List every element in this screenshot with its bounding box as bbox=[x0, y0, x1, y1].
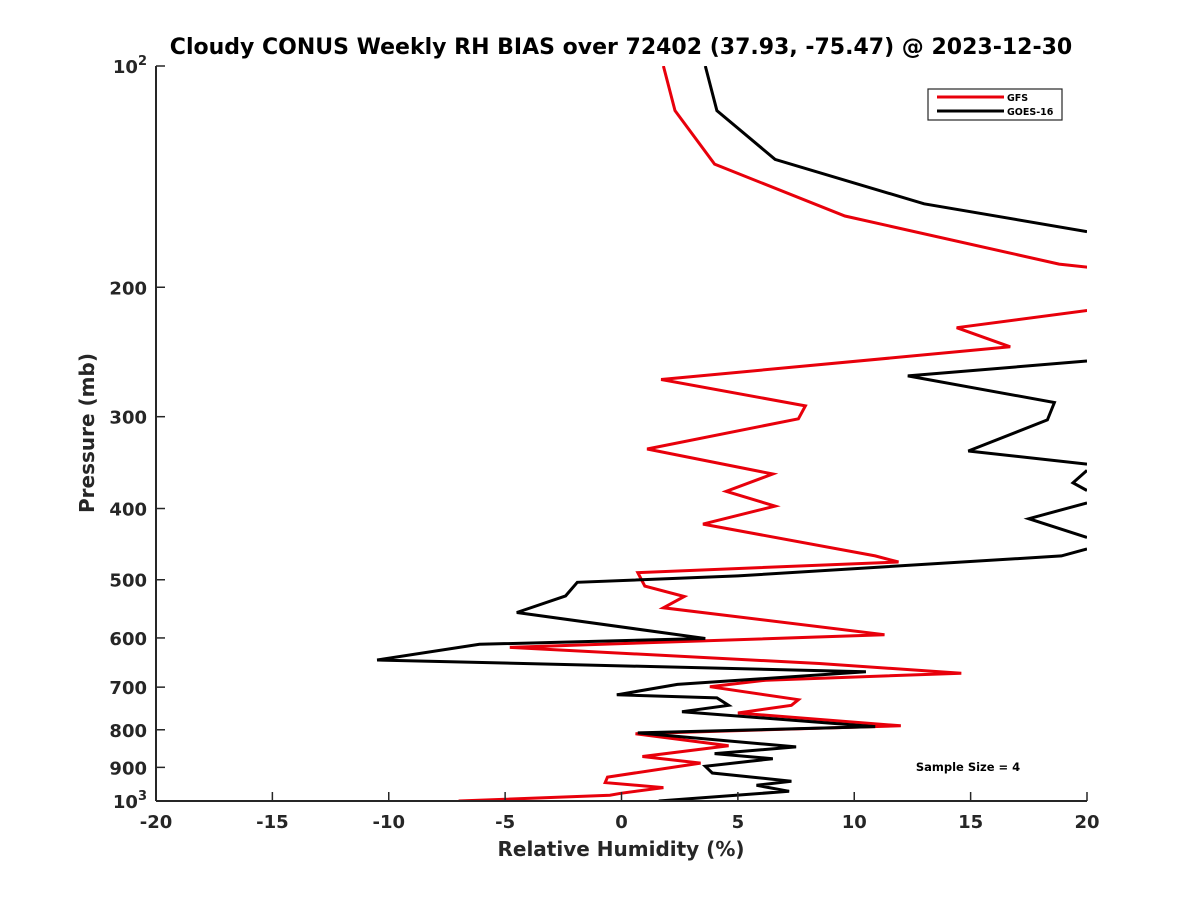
y-tick-label: 700 bbox=[109, 678, 147, 699]
x-tick-label: 5 bbox=[732, 812, 745, 833]
x-tick-label: 20 bbox=[1074, 812, 1099, 833]
series-line-gfs bbox=[458, 66, 1087, 801]
y-tick-label: 300 bbox=[109, 408, 147, 429]
x-tick-label: 15 bbox=[958, 812, 983, 833]
y-tick-label: 900 bbox=[109, 758, 147, 779]
x-tick-label: -15 bbox=[256, 812, 289, 833]
series-layer bbox=[376, 66, 1087, 801]
legend-label-gfs: GFS bbox=[1007, 93, 1028, 104]
legend: GFS GOES-16 bbox=[927, 88, 1063, 121]
x-tick-label: -5 bbox=[495, 812, 515, 833]
y-tick-label: 600 bbox=[109, 629, 147, 650]
y-tick-label: 200 bbox=[109, 278, 147, 299]
y-tick-label: 102 bbox=[113, 54, 147, 78]
x-ticks: -20 -15 -10 -5 0 5 10 15 20 bbox=[140, 792, 1100, 833]
y-axis-label: Pressure (mb) bbox=[75, 353, 99, 513]
legend-box bbox=[927, 88, 1063, 121]
x-tick-label: 10 bbox=[842, 812, 867, 833]
y-tick-label: 103 bbox=[113, 789, 147, 813]
chart-title: Cloudy CONUS Weekly RH BIAS over 72402 (… bbox=[170, 35, 1072, 60]
x-tick-label: 0 bbox=[615, 812, 628, 833]
y-ticks: 102 200 300 400 500 600 700 800 900 103 bbox=[109, 54, 165, 813]
series-line-goes16 bbox=[376, 66, 1087, 801]
x-tick-label: -20 bbox=[140, 812, 173, 833]
sample-size-annotation: Sample Size = 4 bbox=[916, 760, 1020, 774]
legend-label-goes16: GOES-16 bbox=[1007, 107, 1054, 118]
y-tick-label: 800 bbox=[109, 721, 147, 742]
y-tick-label: 500 bbox=[109, 571, 147, 592]
x-axis-label: Relative Humidity (%) bbox=[497, 837, 744, 861]
y-tick-label: 400 bbox=[109, 500, 147, 521]
axes-layer bbox=[155, 66, 1087, 802]
x-tick-label: -10 bbox=[372, 812, 405, 833]
